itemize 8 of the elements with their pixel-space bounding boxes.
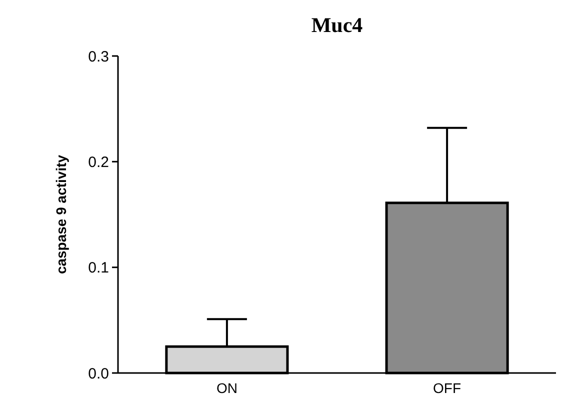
- x-tick-label: ON: [216, 380, 238, 396]
- y-axis-title: caspase 9 activity: [53, 154, 69, 274]
- y-tick-label: 0.0: [88, 365, 109, 382]
- y-tick-label: 0.3: [88, 48, 109, 66]
- y-tick-label: 0.2: [88, 154, 109, 171]
- x-tick-label: OFF: [433, 380, 462, 396]
- chart-title: Muc4: [311, 13, 364, 37]
- y-tick-label: 0.1: [88, 260, 109, 277]
